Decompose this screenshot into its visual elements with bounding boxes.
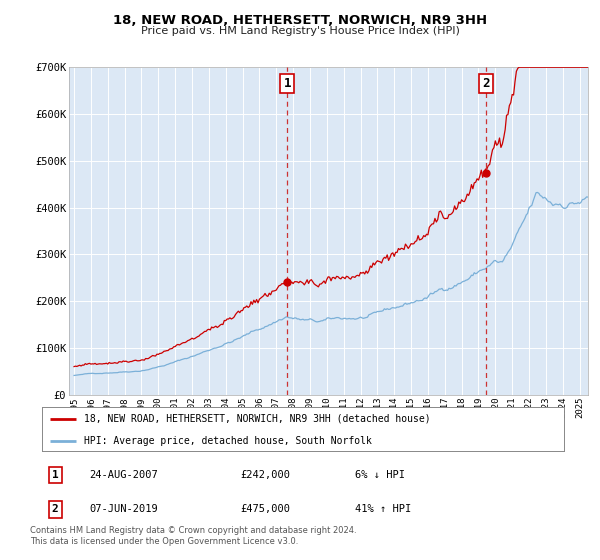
Text: Price paid vs. HM Land Registry's House Price Index (HPI): Price paid vs. HM Land Registry's House … <box>140 26 460 36</box>
Text: 6% ↓ HPI: 6% ↓ HPI <box>355 470 405 480</box>
Text: 18, NEW ROAD, HETHERSETT, NORWICH, NR9 3HH: 18, NEW ROAD, HETHERSETT, NORWICH, NR9 3… <box>113 14 487 27</box>
Text: 2: 2 <box>52 505 58 515</box>
Text: 18, NEW ROAD, HETHERSETT, NORWICH, NR9 3HH (detached house): 18, NEW ROAD, HETHERSETT, NORWICH, NR9 3… <box>84 414 430 424</box>
Text: 2: 2 <box>482 77 490 90</box>
Text: 07-JUN-2019: 07-JUN-2019 <box>89 505 158 515</box>
Text: 1: 1 <box>52 470 58 480</box>
Text: £475,000: £475,000 <box>241 505 290 515</box>
Text: 24-AUG-2007: 24-AUG-2007 <box>89 470 158 480</box>
Text: 41% ↑ HPI: 41% ↑ HPI <box>355 505 412 515</box>
Text: Contains HM Land Registry data © Crown copyright and database right 2024.
This d: Contains HM Land Registry data © Crown c… <box>30 526 356 546</box>
Text: £242,000: £242,000 <box>241 470 290 480</box>
Text: 1: 1 <box>283 77 291 90</box>
Text: HPI: Average price, detached house, South Norfolk: HPI: Average price, detached house, Sout… <box>84 436 371 446</box>
